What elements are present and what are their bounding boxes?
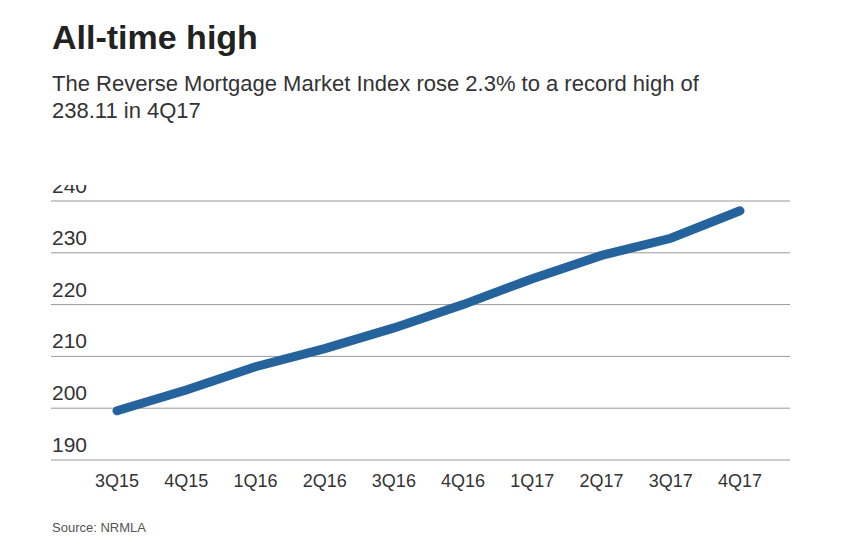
html-text:Source: NRMLA: Source: NRMLA: [52, 520, 146, 535]
svg-text:1Q16: 1Q16: [233, 471, 277, 491]
svg-text:4Q17: 4Q17: [718, 471, 762, 491]
svg-text:2Q17: 2Q17: [580, 471, 624, 491]
svg-text:1Q17: 1Q17: [510, 471, 554, 491]
html-text:The Reverse Mortgage Market In: The Reverse Mortgage Market Index rose 2…: [52, 71, 699, 123]
svg-text:220: 220: [52, 278, 87, 301]
svg-text:230: 230: [52, 226, 87, 249]
svg-text:200: 200: [52, 381, 87, 404]
svg-text:4Q15: 4Q15: [164, 471, 208, 491]
svg-text:2Q16: 2Q16: [303, 471, 347, 491]
svg-text:3Q15: 3Q15: [95, 471, 139, 491]
svg-text:3Q17: 3Q17: [649, 471, 693, 491]
svg-text:3Q16: 3Q16: [372, 471, 416, 491]
svg-text:190: 190: [52, 433, 87, 456]
svg-text:4Q16: 4Q16: [441, 471, 485, 491]
svg-text:240: 240: [52, 185, 87, 197]
svg-text:210: 210: [52, 329, 87, 352]
html-text:All-time high: All-time high: [52, 18, 258, 56]
